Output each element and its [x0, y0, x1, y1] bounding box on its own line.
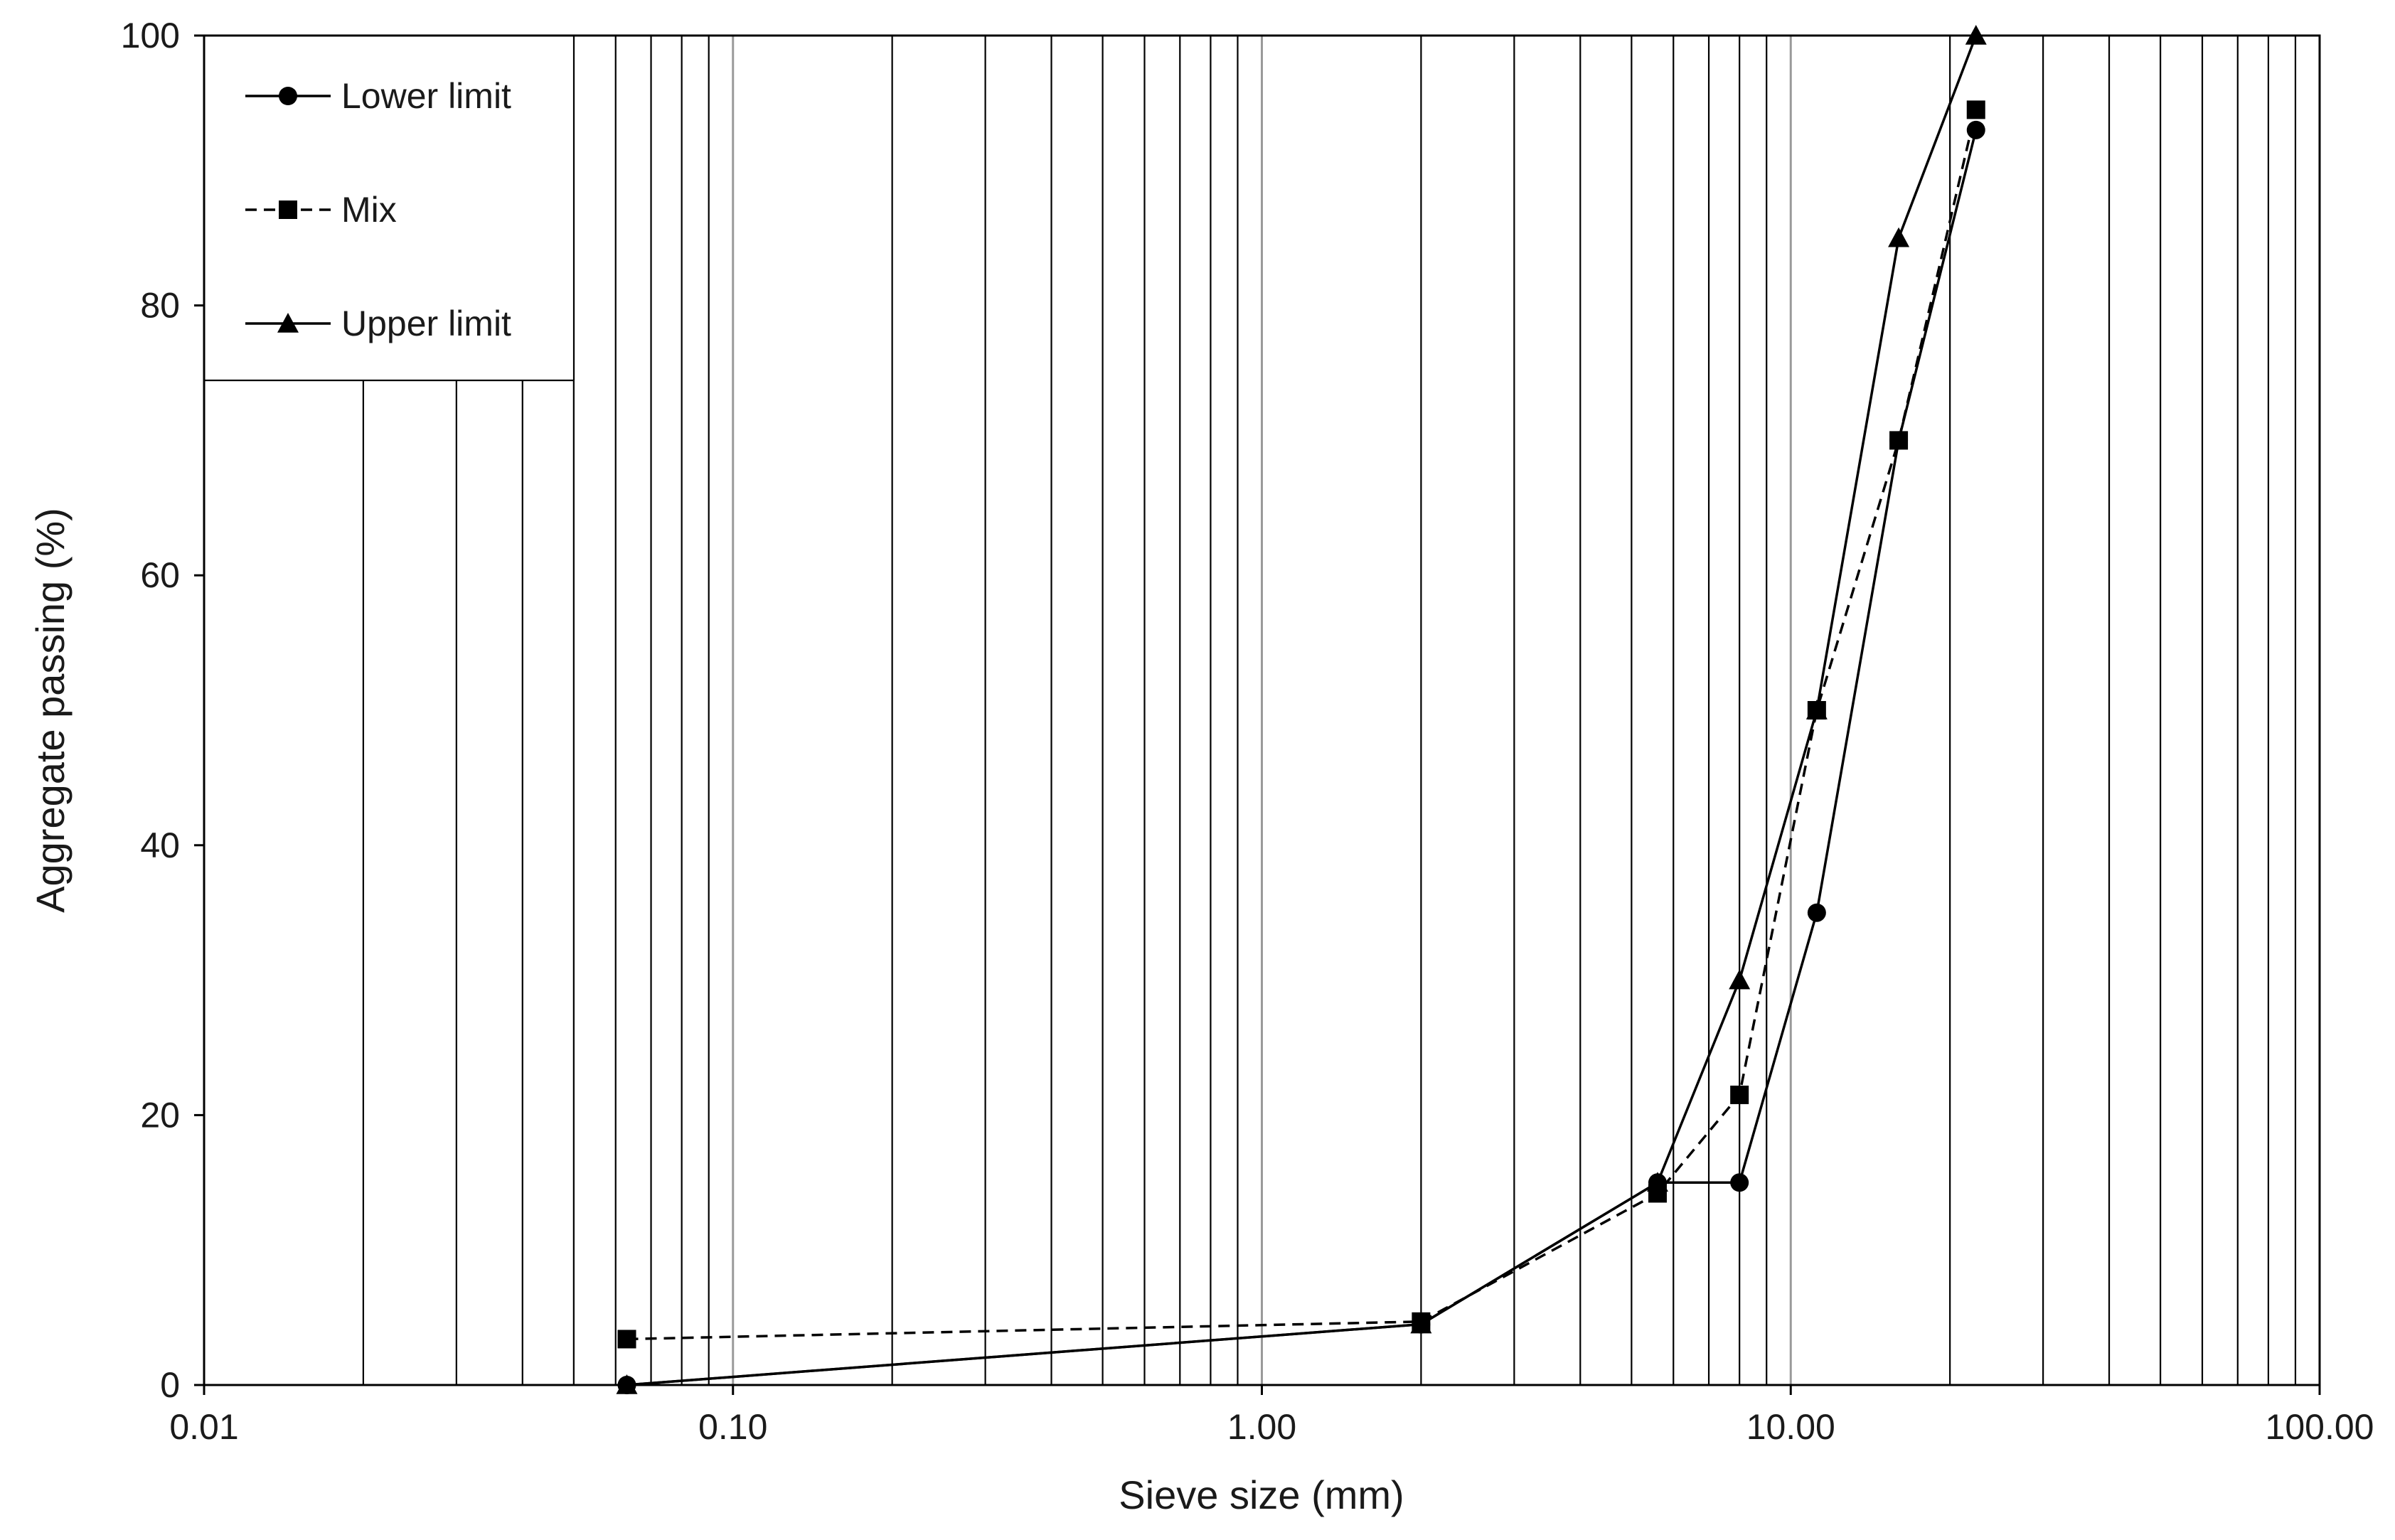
x-tick-label: 1.00	[1227, 1407, 1296, 1447]
x-axis-label: Sieve size (mm)	[1119, 1472, 1404, 1517]
square-marker	[1889, 431, 1909, 450]
x-axis-ticks: 0.01 0.10 1.00 10.00 100.00	[169, 1385, 2374, 1447]
legend-label: Upper limit	[341, 304, 511, 343]
circle-marker	[1807, 903, 1826, 922]
triangle-marker	[1805, 700, 1828, 720]
legend-item-mix: Mix	[245, 190, 397, 230]
square-marker	[1730, 1085, 1749, 1104]
y-axis-label: Aggregate passing (%)	[28, 508, 73, 913]
triangle-marker	[616, 1374, 638, 1394]
triangle-marker	[1888, 227, 1910, 247]
y-axis-ticks: 0 20 40 60 80 100	[121, 16, 204, 1405]
y-tick-label: 0	[160, 1365, 180, 1405]
triangle-marker	[277, 313, 299, 333]
square-marker	[279, 200, 297, 219]
x-tick-label: 0.01	[169, 1407, 238, 1447]
y-tick-label: 20	[140, 1095, 180, 1135]
circle-marker	[1730, 1173, 1749, 1192]
legend: Lower limit Mix Upper limit	[204, 36, 575, 382]
triangle-marker	[1646, 1172, 1668, 1192]
y-tick-label: 60	[140, 555, 180, 595]
x-tick-label: 0.10	[698, 1407, 767, 1447]
y-tick-label: 100	[121, 16, 180, 55]
legend-label: Mix	[341, 190, 397, 230]
y-tick-label: 80	[140, 286, 180, 326]
legend-item-lower-limit: Lower limit	[245, 76, 511, 116]
triangle-marker	[1729, 969, 1751, 990]
legend-label: Lower limit	[341, 76, 511, 116]
circle-marker	[1966, 120, 1985, 139]
legend-item-upper-limit: Upper limit	[245, 304, 511, 343]
triangle-marker	[1410, 1313, 1432, 1334]
triangle-marker	[1965, 25, 1987, 45]
square-marker	[617, 1330, 636, 1349]
grid-lines	[362, 36, 2297, 1385]
circle-marker	[279, 87, 297, 105]
square-marker	[1966, 100, 1985, 119]
data-series	[616, 25, 1987, 1394]
y-tick-label: 40	[140, 825, 180, 865]
x-tick-label: 100.00	[2266, 1407, 2374, 1447]
x-tick-label: 10.00	[1746, 1407, 1835, 1447]
series-upper-limit	[616, 25, 1987, 1394]
